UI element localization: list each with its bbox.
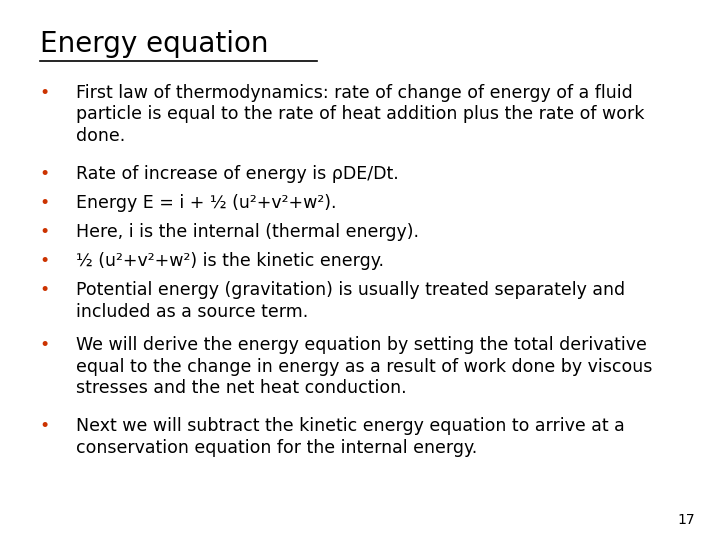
Text: •: • <box>40 336 50 354</box>
Text: Potential energy (gravitation) is usually treated separately and
included as a s: Potential energy (gravitation) is usuall… <box>76 281 625 321</box>
Text: •: • <box>40 281 50 299</box>
Text: •: • <box>40 165 50 183</box>
Text: •: • <box>40 84 50 102</box>
Text: •: • <box>40 417 50 435</box>
Text: Next we will subtract the kinetic energy equation to arrive at a
conservation eq: Next we will subtract the kinetic energy… <box>76 417 624 457</box>
Text: We will derive the energy equation by setting the total derivative
equal to the : We will derive the energy equation by se… <box>76 336 652 397</box>
Text: •: • <box>40 194 50 212</box>
Text: Here, i is the internal (thermal energy).: Here, i is the internal (thermal energy)… <box>76 223 418 241</box>
Text: Rate of increase of energy is ρDE/Dt.: Rate of increase of energy is ρDE/Dt. <box>76 165 398 183</box>
Text: Energy E = i + ½ (u²+v²+w²).: Energy E = i + ½ (u²+v²+w²). <box>76 194 336 212</box>
Text: •: • <box>40 252 50 270</box>
Text: Energy equation: Energy equation <box>40 30 268 58</box>
Text: 17: 17 <box>678 512 695 526</box>
Text: ½ (u²+v²+w²) is the kinetic energy.: ½ (u²+v²+w²) is the kinetic energy. <box>76 252 384 270</box>
Text: First law of thermodynamics: rate of change of energy of a fluid
particle is equ: First law of thermodynamics: rate of cha… <box>76 84 644 145</box>
Text: •: • <box>40 223 50 241</box>
